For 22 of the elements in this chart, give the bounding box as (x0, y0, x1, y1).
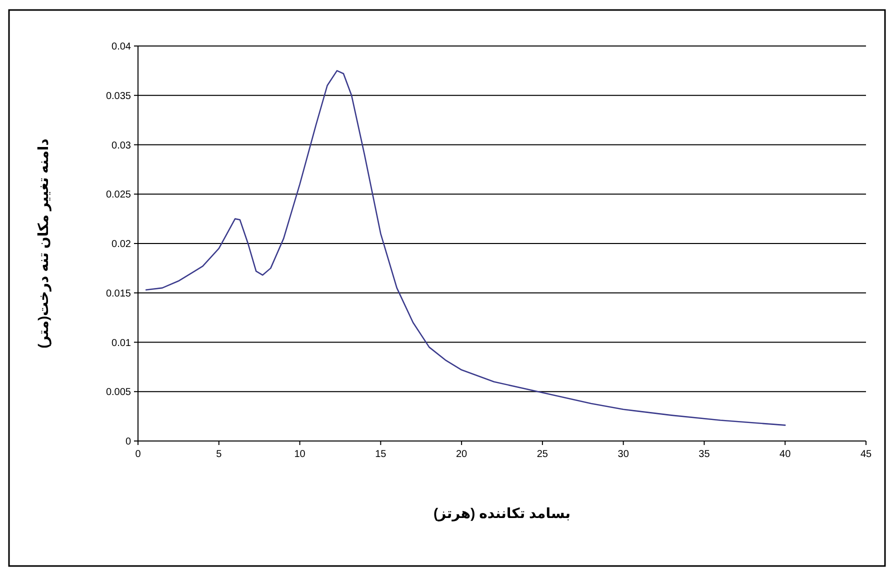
x-tick-label: 15 (375, 449, 387, 460)
x-tick-label: 0 (135, 449, 142, 460)
x-tick-label: 35 (698, 449, 710, 460)
x-tick-label: 10 (294, 449, 306, 460)
x-tick-label: 45 (860, 449, 872, 460)
y-tick-label: 0.015 (106, 288, 132, 300)
x-tick-label: 5 (216, 449, 222, 460)
y-tick-label: 0.035 (106, 90, 132, 102)
x-tick-label: 25 (536, 449, 548, 460)
y-tick-label: 0.04 (112, 42, 132, 52)
y-tick-label: 0.03 (112, 140, 132, 152)
y-tick-label: 0.02 (112, 239, 132, 250)
y-tick-label: 0.025 (106, 190, 132, 201)
x-axis-title: بسامد تکاننده (هرتز) (434, 505, 570, 522)
x-tick-label: 30 (618, 449, 630, 460)
y-tick-label: 0.01 (112, 338, 132, 349)
y-tick-label: 0 (125, 436, 132, 448)
y-axis-title: دامنه تغییر مکان تنه درخت(متر) (35, 138, 52, 348)
x-tick-label: 20 (456, 449, 468, 460)
x-tick-label: 40 (780, 449, 792, 460)
line-series (145, 70, 786, 426)
y-tick-label: 0.005 (106, 387, 132, 398)
